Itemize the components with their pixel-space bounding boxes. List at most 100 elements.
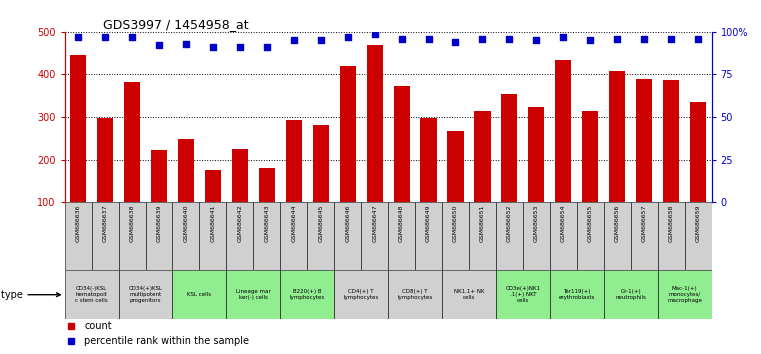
Bar	[658, 270, 712, 319]
Bar	[334, 202, 361, 270]
Bar	[442, 270, 496, 319]
Bar	[151, 150, 167, 245]
Text: CD34(+)KSL
multipotent
progenitors: CD34(+)KSL multipotent progenitors	[129, 286, 163, 303]
Bar	[421, 118, 437, 245]
Text: Mac-1(+)
monocytes/
macrophage: Mac-1(+) monocytes/ macrophage	[667, 286, 702, 303]
Bar	[658, 202, 685, 270]
Point	[422, 36, 435, 41]
Point	[153, 43, 165, 48]
Bar	[501, 93, 517, 245]
Point	[557, 34, 569, 40]
Bar	[690, 102, 706, 245]
Text: percentile rank within the sample: percentile rank within the sample	[84, 336, 249, 346]
Bar	[307, 202, 334, 270]
Text: GSM686641: GSM686641	[211, 204, 215, 242]
Point	[207, 44, 219, 50]
Point	[180, 41, 192, 47]
Point	[450, 39, 462, 45]
Bar	[178, 139, 194, 245]
Text: Lineage mar
ker(-) cells: Lineage mar ker(-) cells	[236, 289, 271, 300]
Bar	[280, 270, 334, 319]
Text: GSM686654: GSM686654	[561, 204, 565, 242]
Text: GDS3997 / 1454958_at: GDS3997 / 1454958_at	[103, 18, 249, 31]
Point	[638, 36, 650, 41]
Point	[584, 38, 597, 43]
Bar	[199, 202, 227, 270]
Text: GSM686638: GSM686638	[129, 204, 135, 242]
Text: CD34(-)KSL
hematopoit
c stem cells: CD34(-)KSL hematopoit c stem cells	[75, 286, 108, 303]
Bar	[388, 270, 442, 319]
Bar	[145, 202, 173, 270]
Bar	[603, 270, 658, 319]
Bar	[70, 55, 86, 245]
Bar	[259, 168, 275, 245]
Bar	[285, 120, 302, 245]
Text: CD3e(+)NK1
.1(+) NKT
cells: CD3e(+)NK1 .1(+) NKT cells	[505, 286, 540, 303]
Text: GSM686650: GSM686650	[453, 204, 458, 242]
Bar	[603, 202, 631, 270]
Bar	[577, 202, 603, 270]
Bar	[205, 170, 221, 245]
Text: GSM686644: GSM686644	[291, 204, 296, 242]
Bar	[523, 202, 550, 270]
Bar	[631, 202, 658, 270]
Bar	[556, 59, 572, 245]
Text: Gr-1(+)
neutrophils: Gr-1(+) neutrophils	[615, 289, 646, 300]
Bar	[582, 111, 598, 245]
Text: KSL cells: KSL cells	[187, 292, 212, 297]
Bar	[232, 149, 248, 245]
Bar	[119, 202, 145, 270]
Text: GSM686637: GSM686637	[103, 204, 107, 242]
Text: GSM686655: GSM686655	[587, 204, 593, 242]
Point	[261, 44, 273, 50]
Point	[476, 36, 489, 41]
Text: GSM686649: GSM686649	[426, 204, 431, 242]
Point	[396, 36, 408, 41]
Text: Ter119(+)
erythroblasts: Ter119(+) erythroblasts	[559, 289, 595, 300]
Bar	[65, 202, 91, 270]
Bar	[65, 270, 119, 319]
Point	[503, 36, 515, 41]
Point	[665, 36, 677, 41]
Text: CD4(+) T
lymphocytes: CD4(+) T lymphocytes	[343, 289, 379, 300]
Bar	[313, 125, 329, 245]
Text: GSM686642: GSM686642	[237, 204, 242, 242]
Point	[314, 38, 326, 43]
Point	[126, 34, 139, 40]
Point	[72, 34, 84, 40]
Bar	[609, 71, 626, 245]
Text: GSM686657: GSM686657	[642, 204, 647, 242]
Point	[99, 34, 111, 40]
Bar	[636, 79, 652, 245]
Bar	[474, 111, 491, 245]
Bar	[388, 202, 415, 270]
Text: NK1.1+ NK
cells: NK1.1+ NK cells	[454, 289, 484, 300]
Bar	[447, 131, 463, 245]
Bar	[339, 66, 356, 245]
Text: GSM686643: GSM686643	[264, 204, 269, 242]
Bar	[685, 202, 712, 270]
Point	[611, 36, 623, 41]
Bar	[361, 202, 388, 270]
Bar	[227, 270, 280, 319]
Bar	[496, 202, 523, 270]
Text: B220(+) B
lymphocytes: B220(+) B lymphocytes	[290, 289, 325, 300]
Bar	[496, 270, 550, 319]
Bar	[367, 45, 383, 245]
Point	[288, 38, 300, 43]
Bar	[663, 80, 679, 245]
Bar	[550, 270, 603, 319]
Bar	[393, 86, 409, 245]
Bar	[124, 82, 140, 245]
Text: GSM686646: GSM686646	[345, 204, 350, 242]
Text: GSM686645: GSM686645	[318, 204, 323, 242]
Bar	[173, 270, 227, 319]
Point	[234, 44, 246, 50]
Point	[368, 31, 380, 36]
Text: GSM686636: GSM686636	[75, 204, 81, 242]
Text: count: count	[84, 321, 112, 331]
Bar	[528, 107, 544, 245]
Text: GSM686640: GSM686640	[183, 204, 189, 242]
Bar	[119, 270, 173, 319]
Text: cell type: cell type	[0, 290, 60, 300]
